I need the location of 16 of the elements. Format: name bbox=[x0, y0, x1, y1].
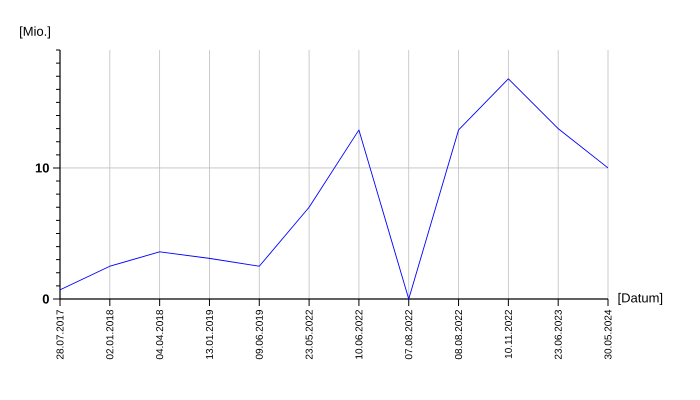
x-tick-label: 10.11.2022 bbox=[504, 310, 512, 358]
y-tick-label: 0 bbox=[42, 294, 49, 304]
x-tick-label: 02.01.2018 bbox=[106, 310, 114, 360]
x-tick-label: 30.05.2024 bbox=[604, 310, 612, 360]
x-tick-label: 28.07.2017 bbox=[56, 310, 64, 360]
x-tick-label: 08.08.2022 bbox=[455, 310, 462, 360]
x-tick-label: 23.05.2022 bbox=[306, 310, 313, 360]
x-tick-label: 23.06.2023 bbox=[554, 310, 562, 360]
x-tick-label: 09.06.2019 bbox=[256, 310, 263, 360]
x-tick-label: 04.04.2018 bbox=[156, 310, 164, 360]
x-tick-label: 10.06.2022 bbox=[355, 310, 362, 359]
y-axis-title: [Mio.] bbox=[20, 26, 50, 38]
x-tick-label: 07.08.2022 bbox=[405, 310, 412, 360]
x-tick-label: 13.01.2019 bbox=[206, 310, 213, 359]
x-axis-title: [Datum] bbox=[618, 292, 662, 306]
y-tick-label: 10 bbox=[36, 163, 49, 173]
